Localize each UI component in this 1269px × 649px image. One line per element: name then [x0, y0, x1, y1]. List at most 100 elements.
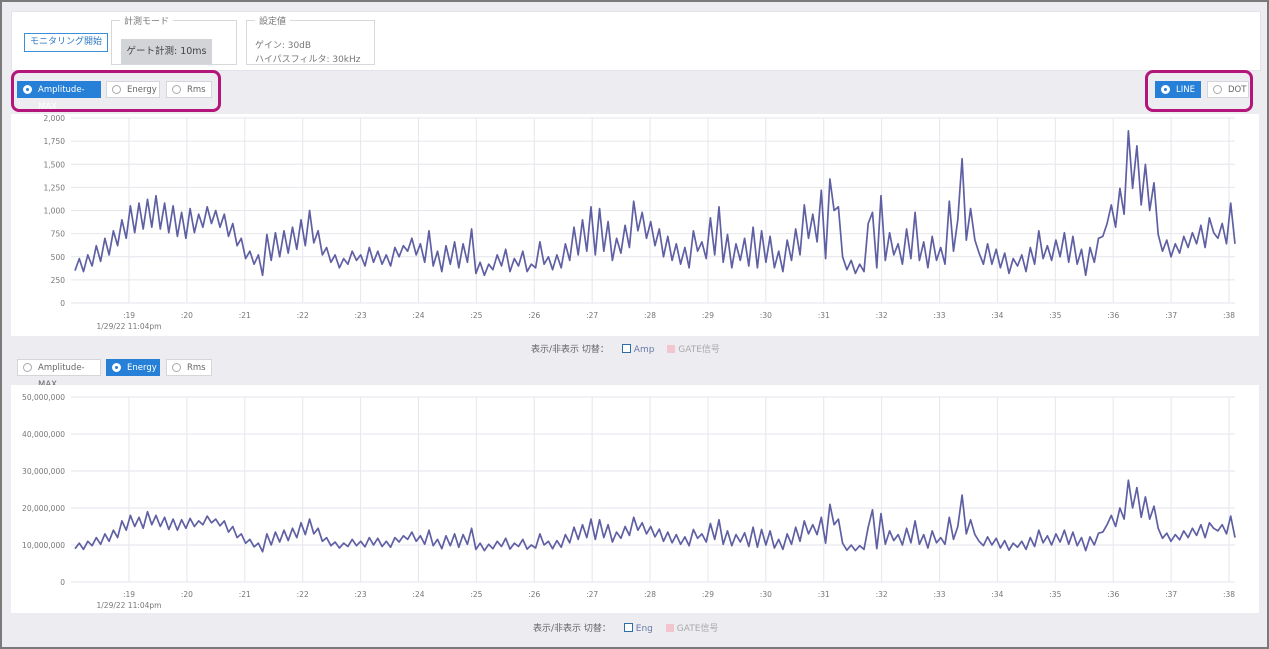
x-tick-label: :36 — [1107, 311, 1119, 320]
radio-unselected-icon — [112, 85, 121, 94]
y-tick-label: 30,000,000 — [22, 467, 65, 476]
eng-legend-icon — [623, 623, 633, 632]
x-tick-label: :22 — [297, 311, 309, 320]
x-tick-label: :37 — [1165, 311, 1177, 320]
radio-selected-icon — [23, 85, 32, 94]
chart2-amplitude-max-radio[interactable]: Amplitude-MAX — [17, 359, 101, 390]
y-tick-label: 500 — [51, 253, 66, 262]
x-tick-label: :29 — [702, 311, 714, 320]
x-tick-label: :25 — [470, 590, 482, 599]
x-tick-label: :38 — [1223, 311, 1235, 320]
amp-legend-toggle[interactable]: Amp — [621, 344, 654, 355]
x-tick-label: :32 — [876, 311, 888, 320]
radio-selected-icon — [112, 363, 121, 372]
eng-legend-toggle[interactable]: Eng — [623, 623, 653, 634]
x-tick-label: :29 — [702, 590, 714, 599]
legend-toggle-label: 表示/非表示 切替： — [533, 624, 611, 634]
energy-chart-panel: 0 10,000,000 20,000,000 30,000,000 40,000,00… — [11, 385, 1259, 613]
x-tick-label: :20 — [181, 311, 193, 320]
amp-legend-icon — [621, 344, 631, 353]
measurement-mode-group: 計測モード ゲート計測: 10ms — [111, 14, 237, 65]
energy-chart[interactable]: 0 10,000,000 20,000,000 30,000,000 40,000,00… — [11, 385, 1259, 613]
x-tick-label: :37 — [1165, 590, 1177, 599]
amplitude-chart-panel: 0 250 500 750 1,000 1,250 1,500 1,750 2,000:19:2… — [11, 114, 1259, 336]
chart1-amplitude-max-radio[interactable]: Amplitude-MAX — [17, 81, 101, 112]
x-tick-label: :34 — [991, 590, 1003, 599]
y-tick-label: 0 — [60, 299, 65, 308]
settings-label: 設定値 — [259, 17, 287, 27]
x-tick-label: :35 — [1049, 311, 1061, 320]
radio-label: Energy — [127, 363, 157, 373]
x-tick-label: :24 — [412, 311, 424, 320]
x-tick-label: :30 — [760, 311, 772, 320]
y-tick-label: 750 — [51, 230, 66, 239]
x-tick-label: :33 — [933, 590, 945, 599]
x-tick-label: :26 — [528, 590, 540, 599]
radio-unselected-icon — [23, 363, 32, 372]
x-tick-label: :27 — [586, 311, 598, 320]
x-tick-label: :23 — [355, 590, 367, 599]
y-tick-label: 50,000,000 — [22, 393, 65, 402]
x-tick-label: :35 — [1049, 590, 1061, 599]
radio-label: LINE — [1176, 85, 1195, 95]
x-tick-label: :38 — [1223, 590, 1235, 599]
chart1-energy-radio[interactable]: Energy — [106, 81, 160, 98]
x-date-label: 1/29/22 11:04pm — [97, 601, 162, 610]
control-panel: モニタリング開始 計測モード ゲート計測: 10ms 設定値 ゲイン: 30dB… — [11, 11, 1261, 71]
gate-legend-icon — [667, 345, 676, 353]
y-tick-label: 20,000,000 — [22, 504, 65, 513]
chart1-toolbar: Amplitude-MAX Energy Rms LINE DOT — [11, 74, 1259, 112]
y-tick-label: 1,500 — [44, 160, 66, 169]
chart1-rms-radio[interactable]: Rms — [166, 81, 212, 98]
radio-unselected-icon — [172, 363, 181, 372]
gate-legend-label: GATE信号 — [678, 345, 720, 355]
gate-legend-toggle[interactable]: GATE信号 — [667, 345, 720, 355]
gate-measurement-button[interactable]: ゲート計測: 10ms — [121, 39, 212, 64]
x-tick-label: :33 — [933, 311, 945, 320]
chart2-rms-radio[interactable]: Rms — [166, 359, 212, 376]
highpass-filter-value: ハイパスフィルタ: 30kHz — [255, 55, 361, 65]
x-tick-label: :21 — [239, 311, 251, 320]
chart2-energy-radio[interactable]: Energy — [106, 359, 160, 376]
x-tick-label: :19 — [123, 311, 135, 320]
radio-label: Rms — [187, 85, 206, 95]
y-tick-label: 250 — [51, 276, 66, 285]
y-tick-label: 1,250 — [44, 183, 66, 192]
radio-label: Amplitude-MAX — [38, 85, 85, 112]
x-tick-label: :28 — [644, 311, 656, 320]
x-tick-label: :34 — [991, 311, 1003, 320]
x-tick-label: :26 — [528, 311, 540, 320]
x-tick-label: :31 — [818, 311, 830, 320]
gain-value: ゲイン: 30dB — [255, 41, 312, 51]
x-tick-label: :23 — [355, 311, 367, 320]
dot-style-radio[interactable]: DOT — [1207, 81, 1249, 98]
y-tick-label: 10,000,000 — [22, 541, 65, 550]
x-tick-label: :22 — [297, 590, 309, 599]
legend-toggle-label: 表示/非表示 切替： — [531, 345, 609, 355]
radio-selected-icon — [1161, 85, 1170, 94]
amplitude-chart[interactable]: 0 250 500 750 1,000 1,250 1,500 1,750 2,000:19:2… — [11, 114, 1259, 336]
x-tick-label: :20 — [181, 590, 193, 599]
x-tick-label: :30 — [760, 590, 772, 599]
measure-type-highlight — [11, 70, 221, 112]
chart1-legend: 表示/非表示 切替： Amp GATE信号 — [11, 336, 1259, 358]
radio-label: DOT — [1228, 85, 1247, 95]
x-tick-label: :25 — [470, 311, 482, 320]
y-tick-label: 40,000,000 — [22, 430, 65, 439]
x-tick-label: :32 — [876, 590, 888, 599]
radio-label: Energy — [127, 85, 157, 95]
settings-group: 設定値 ゲイン: 30dB ハイパスフィルタ: 30kHz — [246, 14, 375, 65]
y-tick-label: 2,000 — [44, 114, 66, 123]
radio-label: Rms — [187, 363, 206, 373]
measurement-mode-label: 計測モード — [124, 17, 170, 27]
radio-unselected-icon — [172, 85, 181, 94]
gate-legend-toggle[interactable]: GATE信号 — [665, 624, 718, 634]
eng-legend-label: Eng — [635, 624, 653, 634]
chart2-legend: 表示/非表示 切替： Eng GATE信号 — [11, 615, 1259, 637]
line-style-radio[interactable]: LINE — [1155, 81, 1201, 98]
draw-style-highlight — [1145, 70, 1253, 112]
start-monitoring-button[interactable]: モニタリング開始 — [24, 33, 109, 52]
x-date-label: 1/29/22 11:04pm — [97, 322, 162, 331]
x-tick-label: :19 — [123, 590, 135, 599]
